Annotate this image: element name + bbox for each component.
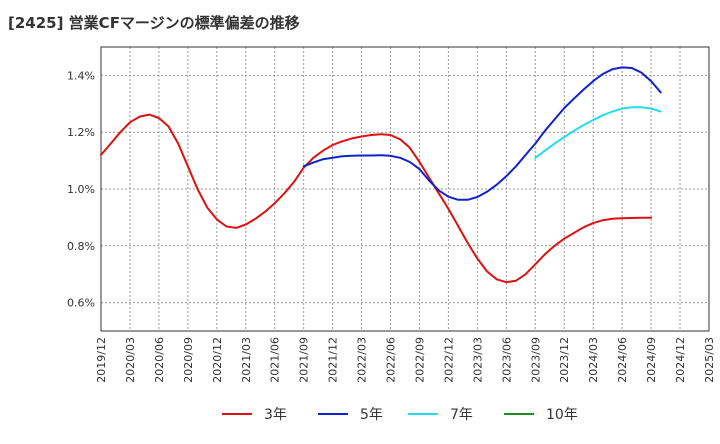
- x-tick-label: 2024/09: [645, 337, 658, 383]
- series-line-3年: [100, 113, 653, 284]
- x-tick-label: 2020/03: [124, 337, 137, 383]
- x-tick-label: 2023/03: [471, 337, 484, 383]
- x-tick-label: 2025/03: [703, 337, 716, 383]
- series-line-5年: [302, 66, 662, 201]
- x-tick-label: 2024/12: [674, 337, 687, 383]
- x-tick-label: 2022/12: [442, 337, 455, 383]
- x-tick-label: 2019/12: [95, 337, 108, 383]
- x-tick-label: 2020/12: [211, 337, 224, 383]
- x-tick-label: 2021/09: [298, 337, 311, 383]
- legend-label: 10年: [546, 407, 578, 423]
- legend-label: 5年: [360, 407, 383, 423]
- x-tick-label: 2021/03: [240, 337, 253, 383]
- plot-frame: [100, 46, 710, 332]
- x-tick-label: 2021/12: [327, 337, 340, 383]
- x-tick-label: 2022/06: [385, 337, 398, 383]
- x-tick-label: 2022/09: [413, 337, 426, 383]
- x-tick-label: 2020/09: [182, 337, 195, 383]
- y-tick-label: 1.0%: [67, 183, 95, 196]
- y-tick-label: 0.6%: [67, 297, 95, 310]
- legend-label: 7年: [450, 407, 473, 423]
- x-tick-label: 2024/03: [587, 337, 600, 383]
- legend-label: 3年: [264, 407, 287, 423]
- x-tick-label: 2024/06: [616, 337, 629, 383]
- series-line-7年: [534, 106, 662, 159]
- x-tick-label: 2020/06: [153, 337, 166, 383]
- chart-title: [2425] 営業CFマージンの標準偏差の推移: [8, 14, 300, 32]
- x-tick-label: 2023/12: [558, 337, 571, 383]
- x-tick-label: 2023/06: [500, 337, 513, 383]
- y-tick-label: 1.2%: [67, 126, 95, 139]
- x-tick-label: 2023/09: [529, 337, 542, 383]
- y-tick-label: 1.4%: [67, 69, 95, 82]
- x-tick-label: 2022/03: [356, 337, 369, 383]
- y-tick-label: 0.8%: [67, 240, 95, 253]
- x-tick-label: 2021/06: [269, 337, 282, 383]
